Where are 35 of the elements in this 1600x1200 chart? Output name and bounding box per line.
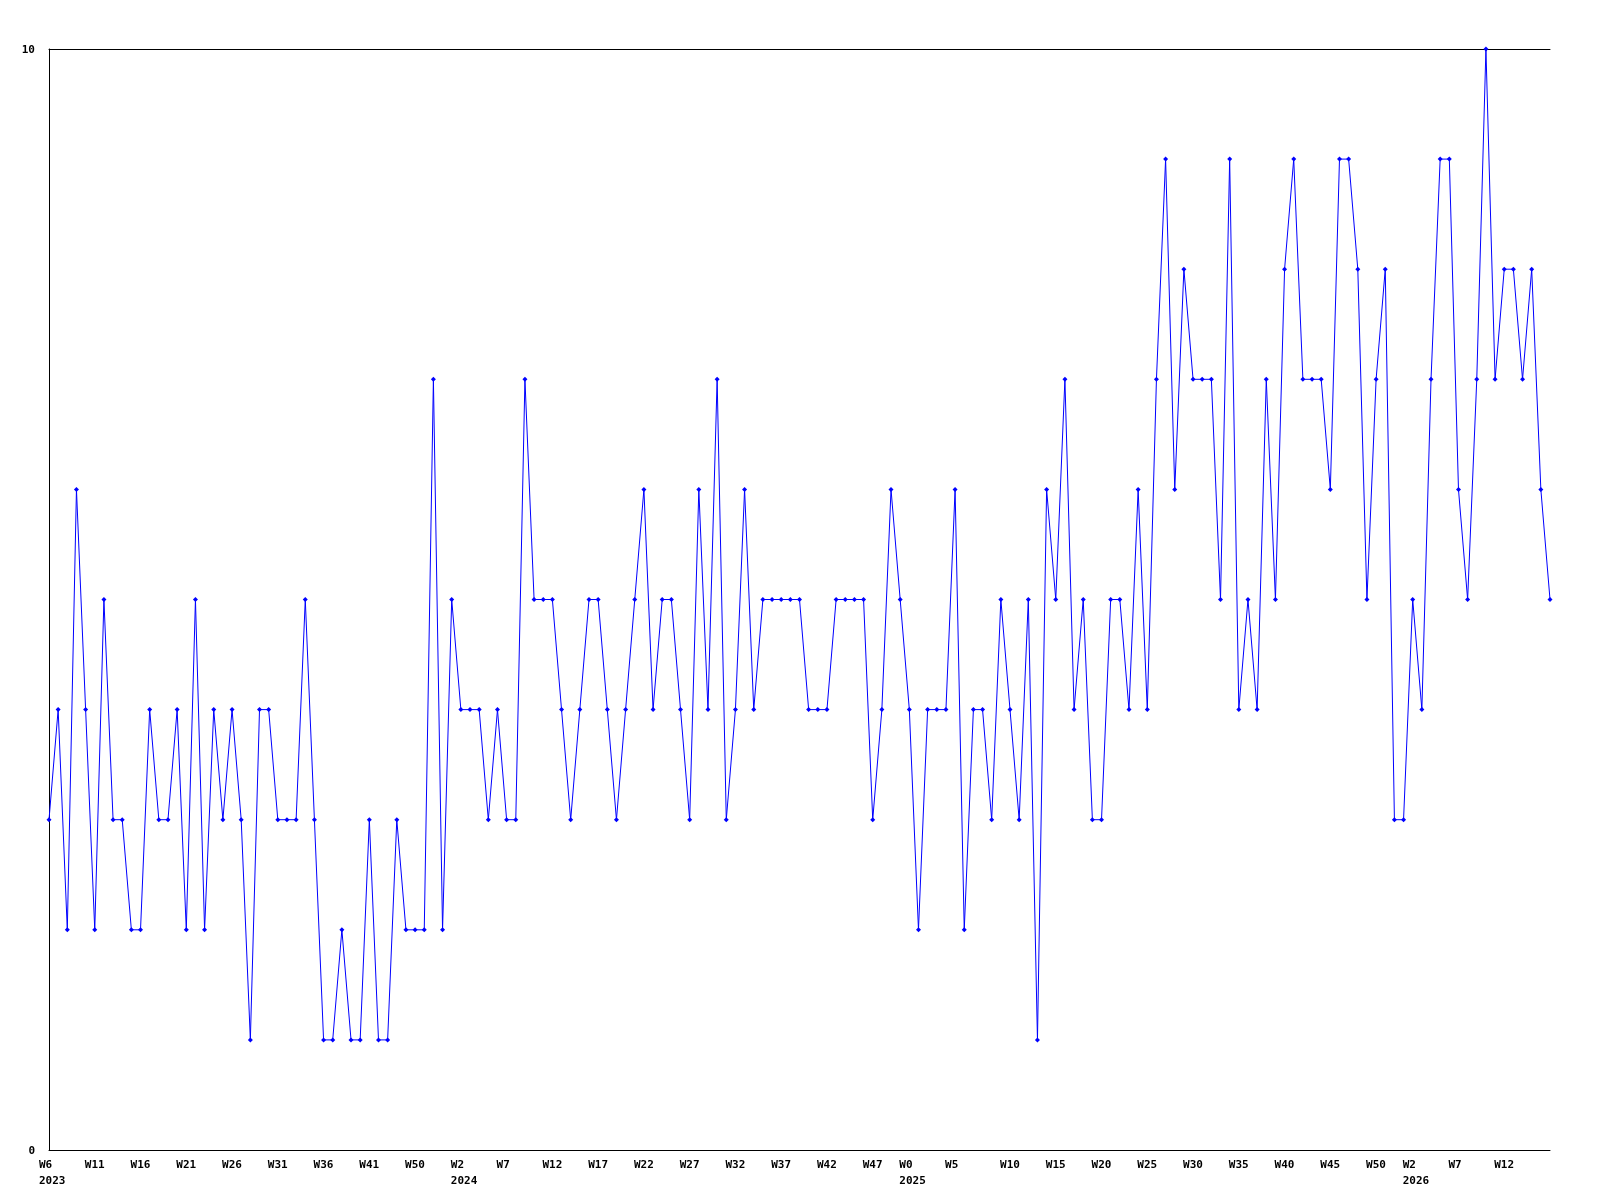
x-tick-label: W12 bbox=[1494, 1157, 1515, 1171]
x-tick-label: W15 bbox=[1045, 1157, 1066, 1171]
x-tick-label: W40 bbox=[1274, 1157, 1295, 1171]
x-tick-label: W22 bbox=[633, 1157, 654, 1171]
x-tick-label: W50 bbox=[1366, 1157, 1386, 1171]
x-tick-label: W21 bbox=[176, 1157, 197, 1171]
x-tick-label: W17 bbox=[588, 1157, 609, 1171]
x-tick-label: W5 bbox=[945, 1157, 959, 1171]
x-tick-label: W35 bbox=[1228, 1157, 1249, 1171]
x-tick-label: W41 bbox=[359, 1157, 380, 1171]
x-tick-label: W32 bbox=[725, 1157, 746, 1171]
x-tick-label: W26 bbox=[222, 1157, 243, 1171]
x-tick-label: W2 2024 bbox=[450, 1157, 478, 1187]
x-tick-label: W11 bbox=[84, 1157, 106, 1171]
x-tick-label: W7 bbox=[1448, 1157, 1462, 1171]
x-tick-label: W31 bbox=[267, 1157, 289, 1171]
x-tick-label: W12 bbox=[542, 1157, 563, 1171]
x-tick-label: W0 2025 bbox=[899, 1157, 926, 1187]
y-tick-label: 0 bbox=[28, 1143, 35, 1157]
x-tick-label: W27 bbox=[679, 1157, 700, 1171]
x-tick-label: W37 bbox=[771, 1157, 792, 1171]
x-tick-label: W50 bbox=[405, 1157, 425, 1171]
x-tick-label: W6 2023 bbox=[39, 1157, 66, 1187]
x-tick-label: W45 bbox=[1320, 1157, 1341, 1171]
x-tick-label: W16 bbox=[130, 1157, 151, 1171]
x-tick-label: W2 2026 bbox=[1402, 1157, 1430, 1187]
x-tick-label: W47 bbox=[862, 1157, 883, 1171]
x-tick-label: W42 bbox=[816, 1157, 837, 1171]
x-tick-label: W36 bbox=[313, 1157, 334, 1171]
x-tick-label: W10 bbox=[1000, 1157, 1020, 1171]
x-tick-label: W7 bbox=[496, 1157, 510, 1171]
x-tick-label: W25 bbox=[1137, 1157, 1158, 1171]
x-tick-label: W30 bbox=[1183, 1157, 1203, 1171]
y-tick-label: 10 bbox=[21, 42, 35, 56]
x-tick-label: W20 bbox=[1091, 1157, 1112, 1171]
